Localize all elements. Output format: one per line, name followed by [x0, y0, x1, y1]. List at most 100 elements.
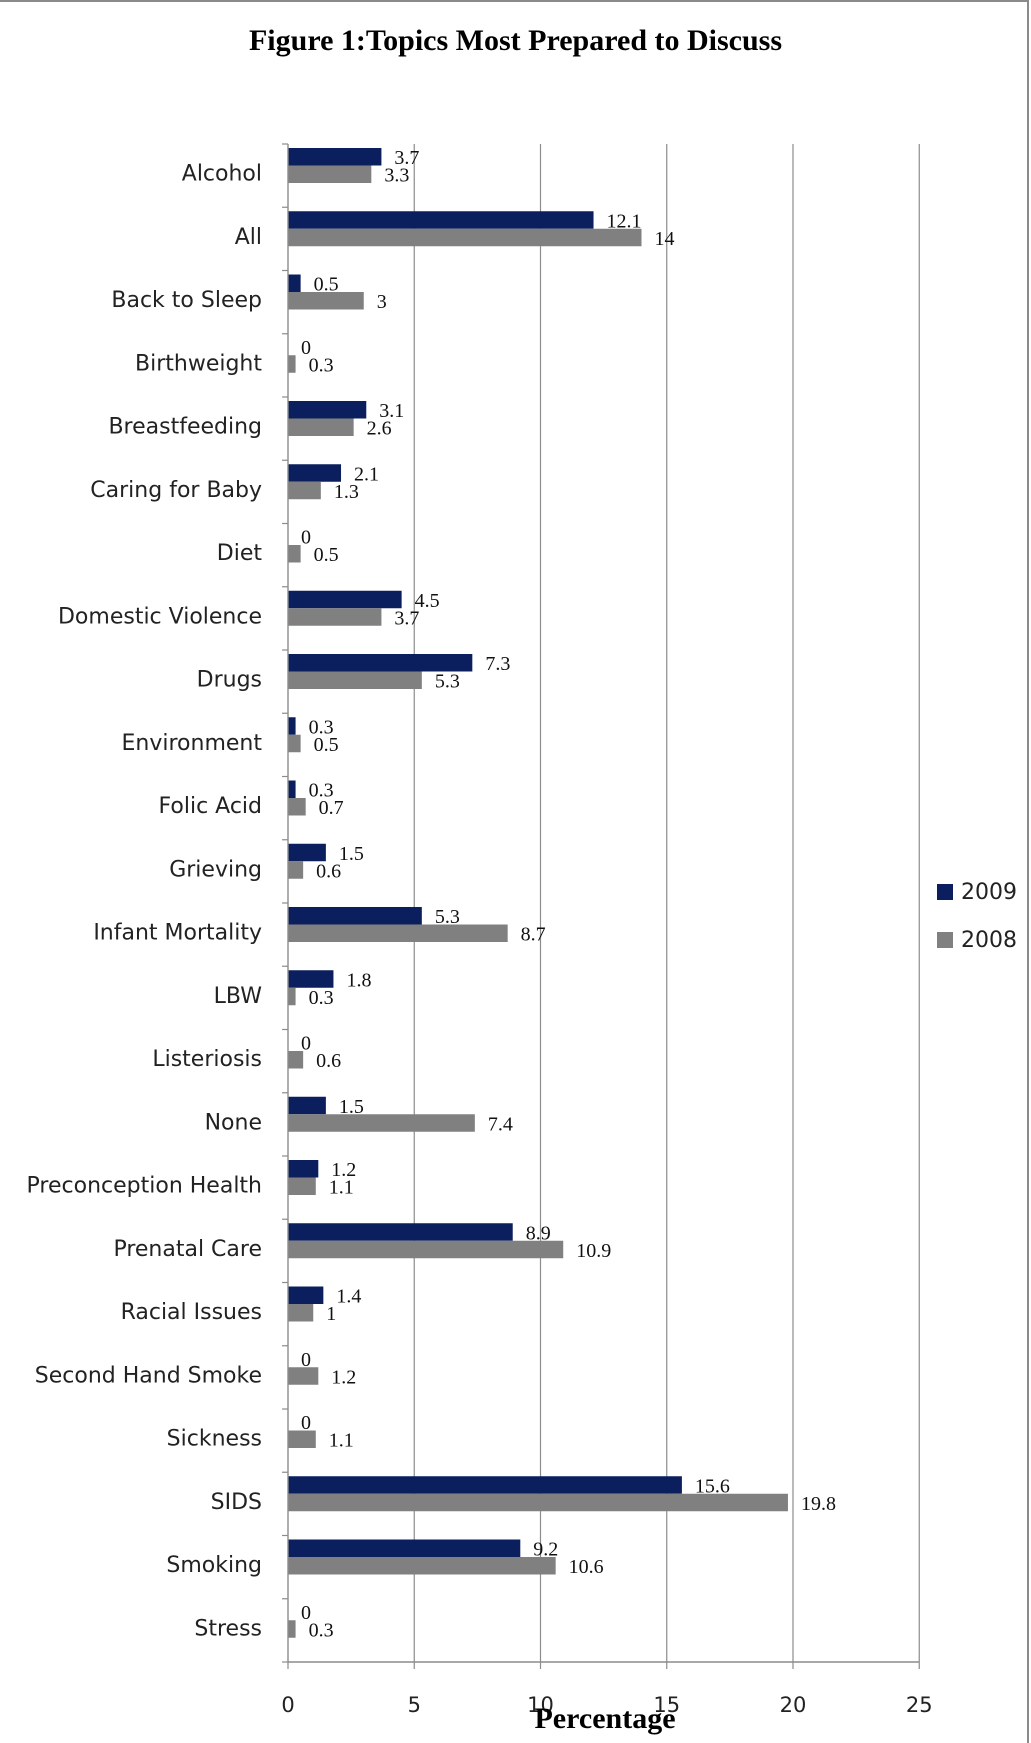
bar-2009 — [288, 464, 342, 482]
category-label: Diet — [217, 541, 263, 566]
bar-2008 — [288, 987, 296, 1006]
data-label-2009: 1.4 — [336, 1286, 361, 1308]
data-label-2008: 0.3 — [309, 987, 334, 1009]
data-label-2008: 3.3 — [384, 165, 409, 187]
category-label: All — [235, 225, 262, 250]
data-label-2008: 10.9 — [576, 1240, 611, 1262]
data-label-2008: 7.4 — [488, 1113, 513, 1135]
bar-2009 — [288, 1223, 513, 1241]
bar-2008 — [288, 292, 364, 310]
bar-2009 — [288, 1539, 521, 1557]
bar-2008 — [288, 165, 372, 183]
category-label: Environment — [122, 731, 263, 756]
bar-2009 — [288, 1286, 324, 1304]
data-label-2008: 0.6 — [316, 1050, 341, 1072]
data-label-2008: 19.8 — [801, 1493, 836, 1515]
category-label: None — [205, 1110, 262, 1135]
legend-label-2008: 2008 — [961, 927, 1017, 953]
x-axis-label: Percentage — [534, 1702, 676, 1735]
category-label: Alcohol — [182, 162, 262, 187]
data-label-2008: 1.3 — [334, 481, 359, 503]
data-label-2008: 5.3 — [435, 671, 460, 693]
data-label-2008: 10.6 — [569, 1556, 604, 1578]
data-label-2009: 4.5 — [415, 590, 440, 612]
legend-swatch-2009 — [937, 884, 953, 900]
chart-title: Figure 1:Topics Most Prepared to Discuss — [248, 24, 783, 57]
data-label-2009: 0 — [301, 1033, 311, 1055]
category-label: Breastfeeding — [108, 415, 262, 440]
data-label-2009: 9.2 — [533, 1539, 558, 1561]
bar-2009 — [288, 590, 402, 609]
data-label-2008: 0.3 — [309, 354, 334, 376]
category-label: Back to Sleep — [111, 288, 262, 313]
bar-2008 — [288, 1304, 314, 1322]
data-label-2009: 0 — [301, 1349, 311, 1371]
category-label: Smoking — [166, 1553, 262, 1578]
bar-2009 — [288, 843, 326, 862]
category-label: Sickness — [167, 1427, 262, 1452]
data-label-2009: 12.1 — [607, 210, 642, 232]
category-label: Grieving — [169, 857, 262, 882]
bar-2009 — [288, 780, 296, 798]
category-label: LBW — [214, 984, 263, 1009]
data-label-2009: 1.5 — [339, 1096, 364, 1118]
bar-2008 — [288, 355, 296, 373]
data-label-2008: 0.6 — [316, 860, 341, 882]
data-label-2008: 8.7 — [521, 924, 546, 946]
category-label: Stress — [194, 1616, 262, 1641]
data-label-2009: 3.7 — [394, 147, 419, 169]
x-tick-label: 0 — [281, 1693, 294, 1717]
data-label-2009: 0.3 — [309, 716, 334, 738]
category-label: Domestic Violence — [58, 604, 262, 629]
data-label-2008: 2.6 — [367, 418, 392, 440]
category-label: Infant Mortality — [93, 921, 262, 946]
bar-2008 — [288, 1367, 319, 1385]
data-label-2008: 1 — [326, 1303, 336, 1325]
bar-2008 — [288, 1620, 296, 1638]
x-tick-label: 15 — [653, 1693, 680, 1717]
bar-2008 — [288, 608, 382, 626]
data-label-2008: 0.7 — [319, 797, 344, 819]
bar-2009 — [288, 1096, 326, 1115]
legend-label-2009: 2009 — [961, 879, 1017, 905]
category-label: Caring for Baby — [90, 478, 262, 503]
bar-2008 — [288, 798, 306, 816]
data-label-2008: 3 — [377, 291, 387, 313]
data-label-2009: 3.1 — [379, 400, 404, 422]
x-tick-label: 5 — [408, 1693, 421, 1717]
bar-2009 — [288, 907, 422, 925]
bar-2008 — [288, 1557, 556, 1575]
bar-2008 — [288, 418, 354, 436]
data-label-2008: 0.5 — [314, 734, 339, 756]
data-label-2009: 7.3 — [485, 653, 510, 675]
bar-2009 — [288, 970, 334, 988]
bar-2008 — [288, 671, 422, 689]
bar-2008 — [288, 1493, 788, 1512]
data-label-2009: 1.8 — [346, 969, 371, 991]
bar-2008 — [288, 545, 301, 563]
bar-2008 — [288, 1114, 475, 1132]
category-label: Drugs — [197, 668, 262, 693]
data-label-2008: 0.5 — [314, 544, 339, 566]
data-label-2008: 14 — [655, 228, 675, 250]
bar-2008 — [288, 1430, 316, 1448]
data-label-2009: 0 — [301, 1602, 311, 1624]
category-label: Birthweight — [135, 351, 262, 376]
bar-2008 — [288, 1177, 316, 1195]
x-tick-label: 10 — [527, 1693, 554, 1717]
category-label: Preconception Health — [27, 1174, 262, 1199]
category-label: Folic Acid — [159, 794, 262, 819]
bar-2008 — [288, 861, 304, 879]
category-label: Listeriosis — [152, 1047, 262, 1072]
data-label-2008: 1.1 — [329, 1177, 354, 1199]
data-label-2009: 0 — [301, 337, 311, 359]
bar-2009 — [288, 717, 296, 735]
bar-2009 — [288, 654, 473, 672]
bar-2008 — [288, 481, 321, 500]
bar-2009 — [288, 401, 367, 419]
data-label-2009: 8.9 — [526, 1222, 551, 1244]
data-label-2008: 0.3 — [309, 1619, 334, 1641]
x-tick-label: 25 — [906, 1693, 933, 1717]
